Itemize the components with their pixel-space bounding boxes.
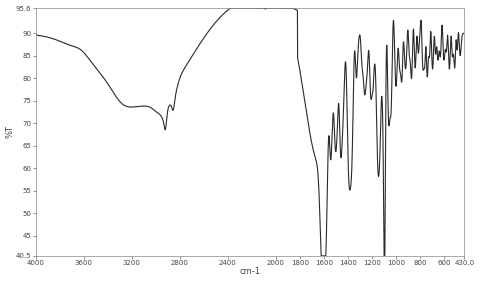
X-axis label: cm-1: cm-1 [240, 267, 261, 276]
Y-axis label: %T: %T [6, 125, 14, 138]
